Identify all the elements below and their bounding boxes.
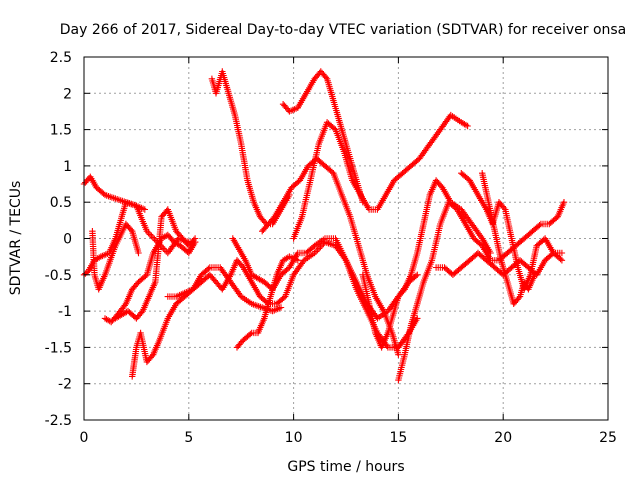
x-axis-label: GPS time / hours bbox=[287, 459, 404, 475]
x-tick-label: 15 bbox=[389, 430, 407, 446]
x-tick-label: 20 bbox=[494, 430, 512, 446]
y-tick-label: -2.5 bbox=[45, 413, 72, 429]
y-tick-label: -2 bbox=[58, 377, 72, 393]
series-17 bbox=[458, 170, 566, 293]
x-tick-label: 25 bbox=[599, 430, 617, 446]
chart-title: Day 266 of 2017, Sidereal Day-to-day VTE… bbox=[60, 22, 627, 38]
series-markers bbox=[290, 111, 471, 242]
y-tick-label: 2 bbox=[63, 86, 72, 102]
y-tick-label: 1.5 bbox=[50, 123, 72, 139]
x-tick-label: 0 bbox=[80, 430, 89, 446]
y-tick-label: -1 bbox=[58, 304, 72, 320]
y-tick-label: 0 bbox=[63, 232, 72, 248]
series-markers bbox=[208, 68, 293, 228]
y-tick-label: 0.5 bbox=[50, 195, 72, 211]
y-tick-label: 1 bbox=[63, 159, 72, 175]
series-markers bbox=[279, 68, 366, 206]
x-tick-label: 10 bbox=[285, 430, 303, 446]
series-18 bbox=[479, 170, 538, 307]
data-points bbox=[80, 68, 568, 384]
series-14 bbox=[359, 177, 494, 351]
x-tick-label: 5 bbox=[184, 430, 193, 446]
series-5 bbox=[112, 206, 199, 322]
series-3 bbox=[89, 220, 142, 293]
series-11 bbox=[279, 68, 366, 206]
series-markers bbox=[112, 206, 199, 322]
series-markers bbox=[259, 155, 402, 358]
series-markers bbox=[359, 177, 494, 351]
axis-ticks: 0 5 10 15 20 25 2.5 2 1.5 1 0.5 0 -0.5 -1 -1.5 -2 -2.5 bbox=[45, 50, 617, 446]
series-8 bbox=[208, 68, 293, 228]
y-tick-label: 2.5 bbox=[50, 50, 72, 66]
series-markers bbox=[89, 220, 142, 293]
series-12 bbox=[259, 155, 402, 358]
series-markers bbox=[458, 170, 566, 293]
series-markers bbox=[479, 170, 538, 307]
y-tick-label: -0.5 bbox=[45, 268, 72, 284]
y-tick-label: -1.5 bbox=[45, 340, 72, 356]
series-13 bbox=[290, 111, 471, 242]
y-axis-label: SDTVAR / TECUs bbox=[8, 181, 24, 296]
